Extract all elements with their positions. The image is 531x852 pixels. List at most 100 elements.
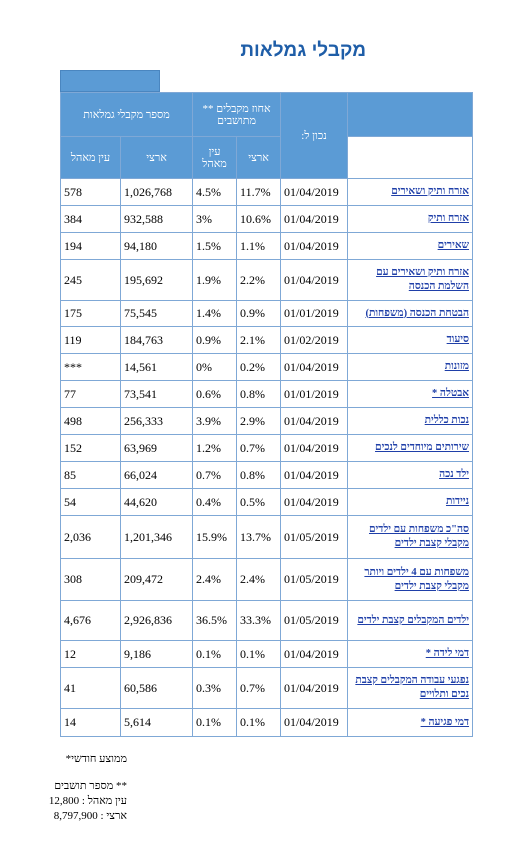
note: ארצי : 8,797,900 (53, 810, 127, 822)
date: 01/01/2019 (280, 300, 349, 327)
date: 01/05/2019 (280, 558, 349, 601)
percent-local: 1.2% (192, 434, 238, 462)
percent-national: 2.4% (236, 558, 282, 601)
benefit-name[interactable]: נכות כללית (347, 407, 474, 435)
count-national: 60,586 (120, 667, 194, 709)
benefit-name[interactable]: אזרח ותיק (347, 205, 474, 233)
count-national-header: ארצי (120, 136, 194, 179)
benefit-name[interactable]: אזרח ותיק ושאירים עם השלמת הכנסה (347, 259, 474, 301)
count-local: 41 (59, 667, 122, 709)
date-header: נכון ל: (280, 92, 349, 179)
benefit-name[interactable]: סיעוד (347, 326, 474, 354)
date: 01/02/2019 (280, 326, 349, 354)
note: עין מאהל : 12,800 (48, 795, 127, 807)
count-local: 54 (59, 488, 122, 516)
count-national: 5,614 (120, 708, 194, 737)
count-local: 152 (59, 434, 122, 462)
header-tab (60, 70, 160, 92)
count-national: 1,026,768 (120, 178, 194, 206)
benefit-name[interactable]: שירותים מיוחדים לנכים (347, 434, 474, 462)
spacer (7, 767, 127, 779)
notes: ממוצע חודשי* ** מספר תושבים עין מאהל : 1… (7, 752, 127, 824)
date: 01/05/2019 (280, 600, 349, 641)
benefit-name[interactable]: שאירים (347, 232, 474, 260)
table-row: ילד נכה 01/04/2019 0.8% 0.7% 66,024 85 (59, 461, 474, 489)
table-row: נכות כללית 01/04/2019 2.9% 3.9% 256,333 498 (59, 407, 474, 435)
percent-local: 1.9% (192, 259, 238, 301)
date: 01/04/2019 (280, 461, 349, 489)
percent-national: 33.3% (236, 600, 282, 641)
percent-local: 0% (192, 353, 238, 381)
count-local: *** (59, 353, 122, 381)
count-national: 44,620 (120, 488, 194, 516)
count-national: 195,692 (120, 259, 194, 301)
note: ממוצע חודשי* (65, 753, 127, 765)
percent-local: 3% (192, 205, 238, 233)
count-local: 85 (59, 461, 122, 489)
count-local: 308 (59, 558, 122, 601)
benefit-name[interactable]: משפחות עם 4 ילדים ויותר מקבלי קצבת ילדים (347, 558, 474, 601)
count-local: 194 (59, 232, 122, 260)
table-row: אזרח ותיק ושאירים 01/04/2019 11.7% 4.5% 1,02… (59, 178, 474, 206)
percent-local: 0.3% (192, 667, 238, 709)
count-national: 209,472 (120, 558, 194, 601)
date: 01/05/2019 (280, 515, 349, 559)
date: 01/01/2019 (280, 380, 349, 408)
percent-national: 0.2% (236, 353, 282, 381)
percent-national: 0.5% (236, 488, 282, 516)
percent-national: 0.7% (236, 667, 282, 709)
percent-local: 36.5% (192, 600, 238, 641)
count-local: 498 (59, 407, 122, 435)
table-row: ילדים המקבלים קצבת ילדים 01/05/2019 33.3% 3… (59, 600, 474, 641)
count-header: מספר מקבלי גמלאות (59, 92, 194, 137)
count-local: 77 (59, 380, 122, 408)
percent-local: 15.9% (192, 515, 238, 559)
table-row: מזונות 01/04/2019 0.2% 0% 14,561 *** (59, 353, 474, 381)
date: 01/04/2019 (280, 667, 349, 709)
count-national: 14,561 (120, 353, 194, 381)
benefit-name[interactable]: ילד נכה (347, 461, 474, 489)
count-national: 932,588 (120, 205, 194, 233)
count-national: 66,024 (120, 461, 194, 489)
benefit-name[interactable]: ניידות (347, 488, 474, 516)
count-national: 73,541 (120, 380, 194, 408)
date: 01/04/2019 (280, 434, 349, 462)
note: ** מספר תושבים (54, 780, 127, 792)
benefit-name[interactable]: מזונות (347, 353, 474, 381)
date: 01/04/2019 (280, 640, 349, 668)
benefits-table: נכון ל: אחוז מקבלים ** מתושבים מספר מקבל… (59, 92, 474, 737)
benefit-name[interactable]: אבטלה * (347, 380, 474, 408)
table-row: שאירים 01/04/2019 1.1% 1.5% 94,180 194 (59, 232, 474, 260)
page-title: מקבלי גמלאות (240, 40, 366, 61)
percent-local: 0.4% (192, 488, 238, 516)
benefit-name[interactable]: ילדים המקבלים קצבת ילדים (347, 600, 474, 641)
table-row: סיעוד 01/02/2019 2.1% 0.9% 184,763 119 (59, 326, 474, 354)
count-national: 94,180 (120, 232, 194, 260)
date: 01/04/2019 (280, 205, 349, 233)
table-row: סה"כ משפחות עם ילדים מקבלי קצבת ילדים 01/… (59, 515, 474, 559)
benefit-name[interactable]: דמי פגיעה * (347, 708, 474, 737)
count-local: 2,036 (59, 515, 122, 559)
percent-local: 0.9% (192, 326, 238, 354)
benefit-name[interactable]: נפגעי עבודה המקבלים קצבת נכים ותלויים (347, 667, 474, 709)
date: 01/04/2019 (280, 708, 349, 737)
count-local: 175 (59, 300, 122, 327)
count-local: 578 (59, 178, 122, 206)
table-row: אבטלה * 01/01/2019 0.8% 0.6% 73,541 77 (59, 380, 474, 408)
benefit-name[interactable]: הבטחת הכנסה (משפחות) (347, 300, 474, 327)
benefit-name[interactable]: דמי לידה * (347, 640, 474, 668)
count-local: 12 (59, 640, 122, 668)
benefit-name[interactable]: סה"כ משפחות עם ילדים מקבלי קצבת ילדים (347, 515, 474, 559)
percent-national: 0.8% (236, 461, 282, 489)
count-local: 119 (59, 326, 122, 354)
percent-local: 0.7% (192, 461, 238, 489)
percent-local: 0.1% (192, 640, 238, 668)
benefit-name[interactable]: אזרח ותיק ושאירים (347, 178, 474, 206)
date: 01/04/2019 (280, 259, 349, 301)
count-national: 75,545 (120, 300, 194, 327)
percent-national-header: ארצי (236, 136, 282, 179)
date: 01/04/2019 (280, 353, 349, 381)
table-body: אזרח ותיק ושאירים 01/04/2019 11.7% 4.5% 1,02… (59, 178, 474, 737)
